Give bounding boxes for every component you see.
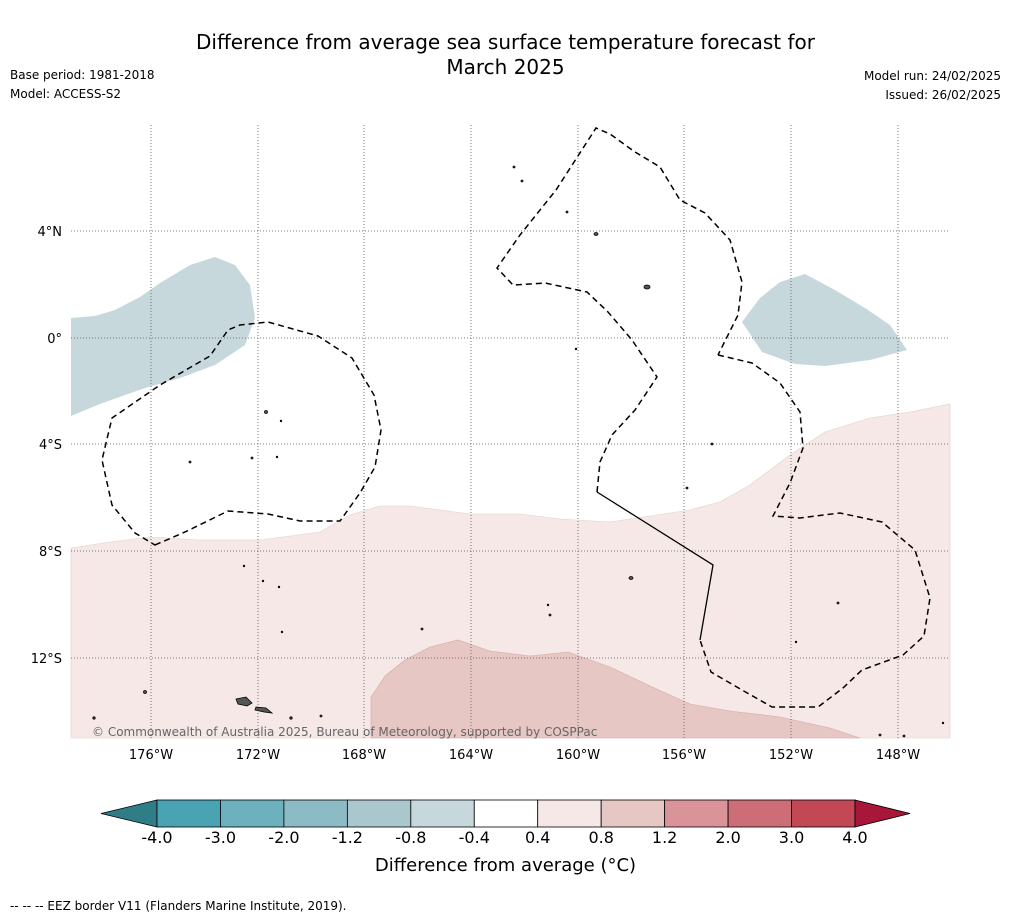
colorbar-under-arrow [100,799,158,828]
colorbar-bin [156,799,221,828]
colorbar-tick-label: -3.0 [204,828,237,847]
islands [92,165,945,738]
colorbar [100,799,911,828]
cool-anomaly-west [71,257,255,416]
colorbar-bin [537,799,602,828]
lat-label-0: 0° [47,332,62,347]
warm-anomaly-broad [70,403,951,739]
island-marker [250,456,254,460]
colorbar-bin [473,799,539,828]
colorbar-bin [220,799,285,828]
colorbar-tick-label: 0.4 [524,828,551,847]
lon-label-148w: 148°W [876,748,920,763]
colorbar-tick-label: 2.0 [715,828,741,847]
warm-anomaly-core [370,639,861,739]
island-marker [794,640,798,644]
anomaly-fields [70,257,951,739]
lat-label-8s: 8°S [39,545,62,560]
model-name: Model: ACCESS-S2 [10,87,122,101]
island-marker [546,603,550,607]
colorbar-bin [346,799,412,828]
chart-title: Difference from average sea surface temp… [0,30,1011,80]
island-marker [92,716,96,720]
island-marker [261,579,265,583]
island-marker [836,601,840,605]
meta-right: Model run: 24/02/2025 Issued: 26/02/2025 [864,67,1001,105]
latitude-labels: 4°N 0° 4°S 8°S 12°S [31,225,62,667]
island-marker [628,576,634,580]
island-marker [319,714,323,718]
eez-border-west [101,321,382,546]
colorbar-over-arrow [854,799,911,828]
island-marker [188,460,192,464]
title-line-1: Difference from average sea surface temp… [195,30,815,54]
colorbar-bin [600,799,666,828]
colorbar-tick-label: -0.8 [395,828,427,847]
island-marker [685,486,689,490]
island-marker [420,627,424,631]
copyright-text: © Commonwealth of Australia 2025, Bureau… [92,725,597,739]
colorbar-bin [283,799,348,828]
colorbar-tick-label: 3.0 [778,828,805,847]
colorbar-tick-label: -2.0 [268,828,300,847]
lon-label-156w: 156°W [662,748,706,763]
island-marker [878,733,882,737]
title-line-2: March 2025 [446,55,565,79]
island-marker [520,179,524,183]
island-marker [275,455,279,459]
lon-label-172w: 172°W [236,748,280,763]
base-period: Base period: 1981-2018 [10,68,155,82]
issued-date: Issued: 26/02/2025 [885,88,1001,102]
island-marker [902,734,906,738]
cool-anomaly-east [742,274,907,366]
island-marker [941,721,945,725]
eez-borders [101,127,931,708]
colorbar-tick-label: -1.2 [331,828,363,847]
island-marker [512,165,516,169]
lat-label-4n: 4°N [38,225,63,240]
model-run: Model run: 24/02/2025 [863,69,1001,83]
island-marker [593,232,599,236]
boundary-line [596,491,714,641]
samoa-island [254,706,274,714]
colorbar-tick-label: -4.0 [141,828,173,847]
colorbar-tick-label: 0.8 [588,828,614,847]
lon-label-168w: 168°W [342,748,386,763]
lat-label-4s: 4°S [39,438,62,453]
island-marker [264,410,268,414]
lon-label-164w: 164°W [449,748,493,763]
island-marker [574,347,578,351]
colorbar-tick-label: 4.0 [842,828,868,847]
lat-label-12s: 12°S [31,652,62,667]
island-marker [565,210,569,214]
colorbar-bin [410,799,475,828]
meta-left: Base period: 1981-2018 Model: ACCESS-S2 [10,66,155,104]
lon-label-160w: 160°W [556,748,600,763]
lon-label-152w: 152°W [769,748,813,763]
longitude-labels: 176°W 172°W 168°W 164°W 160°W 156°W 152°… [129,748,920,763]
island-marker [289,716,293,720]
colorbar-bin [791,799,856,828]
island-marker [143,690,147,694]
island-marker [242,564,246,568]
island-marker [548,613,552,617]
island-marker [279,419,283,423]
colorbar-bin [664,799,729,828]
colorbar-tick-label: -0.4 [458,828,490,847]
samoa-island [235,696,253,707]
lon-label-176w: 176°W [129,748,173,763]
colorbar-tick-label: 1.2 [651,828,678,847]
island-marker [280,630,284,634]
island-marker [710,442,714,446]
eez-footnote: -- -- -- EEZ border V11 (Flanders Marine… [10,899,347,913]
gridlines [71,125,950,738]
island-marker [277,585,281,589]
colorbar-bin [727,799,792,828]
eez-border-central [496,127,743,493]
colorbar-title: Difference from average (°C) [374,855,637,876]
island-marker [643,284,651,290]
